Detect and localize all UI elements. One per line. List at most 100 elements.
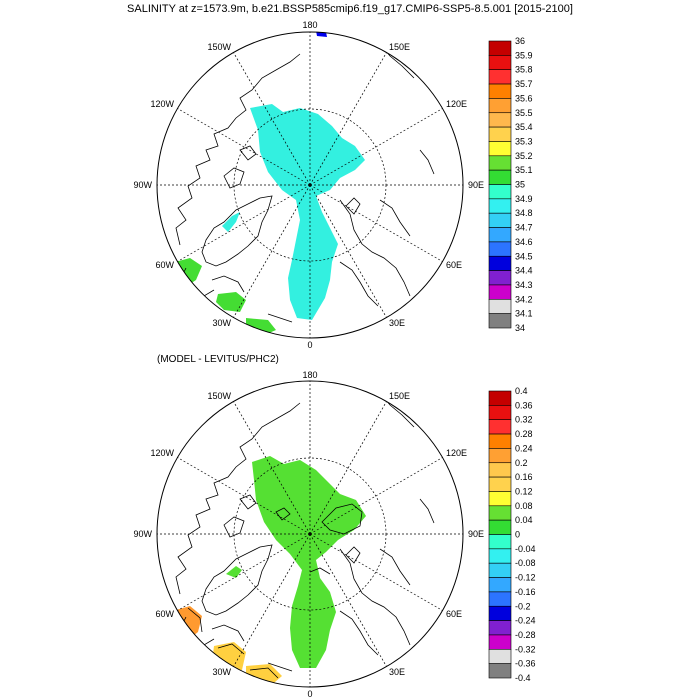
colorbar-swatch <box>488 212 512 228</box>
colorbar-swatch <box>488 169 512 185</box>
colorbar-swatch <box>488 462 512 478</box>
colorbar-swatch <box>488 491 512 507</box>
colorbar-swatch <box>488 55 512 70</box>
colorbar-swatch <box>488 69 512 85</box>
colorbar-swatch <box>488 663 512 679</box>
colorbar-label: 34 <box>515 323 525 333</box>
colorbar-swatch <box>488 227 512 243</box>
lon-label-30e: 30E <box>389 318 405 328</box>
colorbar-label: 34.3 <box>515 280 533 290</box>
colorbar-swatch <box>488 126 512 142</box>
colorbar-swatch <box>488 620 512 636</box>
coastlines <box>175 35 435 323</box>
colorbar-swatch <box>488 634 512 650</box>
contour-lines <box>187 503 363 679</box>
colorbar-swatch <box>488 284 512 300</box>
lon-label-60e: 60E <box>446 609 462 619</box>
lon-label-90e: 90E <box>468 180 484 190</box>
colorbar-label: 35.7 <box>515 79 533 89</box>
colorbar-difference: 0.4 0.36 0.32 0.28 0.24 0.2 0.16 0.12 0.08 0.04 0 -… <box>488 386 536 683</box>
colorbar-label: -0.08 <box>515 558 536 568</box>
colorbar-label: -0.24 <box>515 616 536 626</box>
colorbar-swatch <box>488 112 512 128</box>
lon-label-30e: 30E <box>389 667 405 677</box>
colorbar-label: -0.16 <box>515 587 536 597</box>
colorbar-swatch <box>488 419 512 435</box>
map-panel-difference: (MODEL - LEVITUS/PHC2) <box>133 354 535 699</box>
colorbar-swatch <box>488 519 512 535</box>
salinity-fill-atlantic-a <box>216 292 246 312</box>
colorbar-swatch <box>488 241 512 257</box>
lon-label-30w: 30W <box>212 667 231 677</box>
colorbar-swatch <box>488 313 512 329</box>
colorbar-label: -0.04 <box>515 544 536 554</box>
colorbar-label: 35.6 <box>515 93 533 103</box>
lon-label-120e: 120E <box>446 99 467 109</box>
colorbar-swatch <box>488 505 512 521</box>
colorbar-swatch <box>488 298 512 314</box>
lon-label-120w: 120W <box>150 99 174 109</box>
lon-label-60e: 60E <box>446 260 462 270</box>
lon-label-150w: 150W <box>207 391 231 401</box>
lon-label-150e: 150E <box>389 42 410 52</box>
colorbar-label: -0.2 <box>515 601 531 611</box>
colorbar-label: -0.28 <box>515 630 536 640</box>
lon-label-120w: 120W <box>150 448 174 458</box>
colorbar-label: 0.32 <box>515 415 533 425</box>
lon-label-0: 0 <box>307 340 312 350</box>
colorbar-label: 34.5 <box>515 251 533 261</box>
colorbar-label: 0.16 <box>515 472 533 482</box>
colorbar-label: 35.1 <box>515 165 533 175</box>
lon-label-90w: 90W <box>133 180 152 190</box>
map-panel-salinity: 180 0 90W 90E 150W 120W 150E 120E 60W 30… <box>133 20 532 350</box>
colorbar-label: 0.4 <box>515 386 528 396</box>
lon-label-60w: 60W <box>155 609 174 619</box>
graticule <box>157 381 463 687</box>
colorbar-label: 35.4 <box>515 122 533 132</box>
colorbar-swatch <box>488 40 512 56</box>
colorbar-swatch <box>488 562 512 578</box>
colorbar-swatch <box>488 605 512 621</box>
figure-title: SALINITY at z=1573.9m, b.e21.BSSP585cmip… <box>127 3 573 15</box>
colorbar-label: 0.36 <box>515 400 533 410</box>
colorbar-label: 35.8 <box>515 65 533 75</box>
longitude-labels: 180 0 90W 90E 150W 120W 150E 120E 60W 30… <box>133 370 484 699</box>
colorbar-label: 0.28 <box>515 429 533 439</box>
colorbar-swatch <box>488 577 512 593</box>
colorbar-label: 0.08 <box>515 501 533 511</box>
colorbar-swatch <box>488 548 512 564</box>
colorbar-label: 34.4 <box>515 266 533 276</box>
colorbar-swatch <box>488 648 512 664</box>
colorbar-label: 34.8 <box>515 208 533 218</box>
colorbar-label: 34.9 <box>515 194 533 204</box>
colorbar-label: 0 <box>515 530 520 540</box>
colorbar-label: -0.12 <box>515 573 536 583</box>
colorbar-salinity: 36 35.9 35.8 35.7 35.6 35.5 35.4 35.3 35.2 35.1 35… <box>488 36 533 333</box>
colorbar-swatch <box>488 476 512 492</box>
salinity-fill-arctic <box>250 104 365 320</box>
colorbar-label: -0.4 <box>515 673 531 683</box>
colorbar-label: -0.32 <box>515 644 536 654</box>
colorbar-label: 34.7 <box>515 223 533 233</box>
colorbar-label: 35.5 <box>515 108 533 118</box>
graticule <box>157 32 463 338</box>
colorbar-swatch <box>488 141 512 157</box>
lon-label-60w: 60W <box>155 260 174 270</box>
colorbar-swatch <box>488 255 512 271</box>
colorbar-swatch <box>488 83 512 99</box>
salinity-fill-baffin <box>222 212 240 232</box>
colorbar-label: 35.3 <box>515 136 533 146</box>
colorbar-label: 34.1 <box>515 309 533 319</box>
colorbar-label: 36 <box>515 36 525 46</box>
difference-fill-baffin <box>226 566 242 578</box>
colorbar-swatch <box>488 270 512 286</box>
colorbar-swatch <box>488 198 512 214</box>
lon-label-0: 0 <box>307 689 312 699</box>
lon-label-90e: 90E <box>468 529 484 539</box>
colorbar-swatch <box>488 184 512 200</box>
colorbar-swatch <box>488 390 512 406</box>
lon-label-150e: 150E <box>389 391 410 401</box>
lon-label-90w: 90W <box>133 529 152 539</box>
colorbar-label: 0.24 <box>515 443 533 453</box>
